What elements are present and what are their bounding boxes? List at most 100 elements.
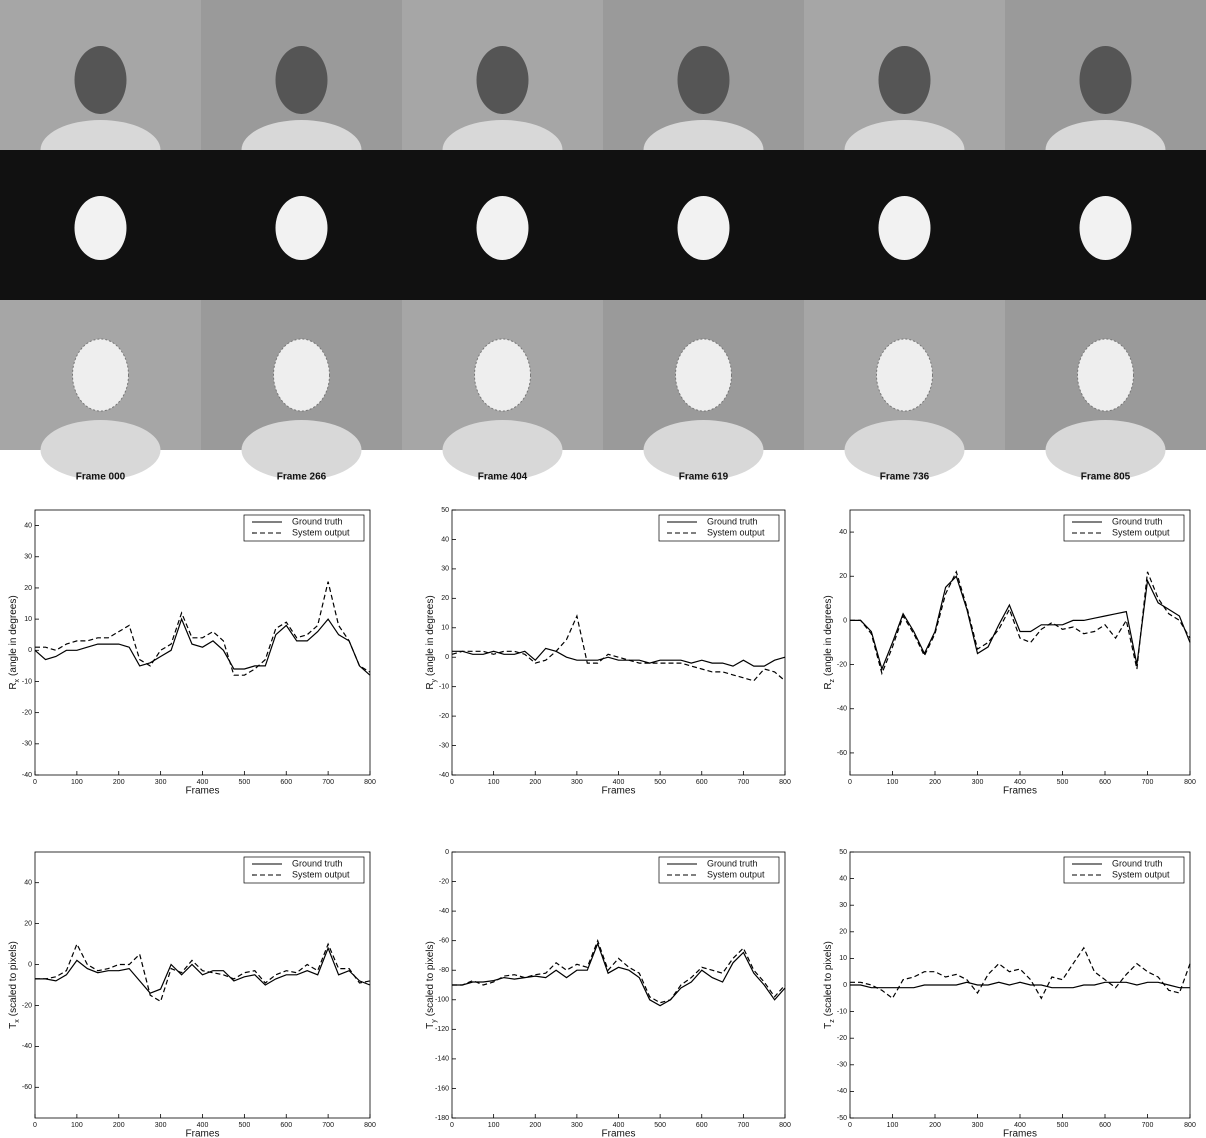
y-axis-subscript: z	[829, 1019, 836, 1023]
x-tick-label: 100	[71, 1122, 83, 1129]
x-tick-label: 500	[1057, 779, 1069, 786]
x-tick-label: 500	[239, 1122, 251, 1129]
x-tick-label: 200	[929, 779, 941, 786]
face-mesh	[475, 339, 531, 411]
data-line	[850, 572, 1190, 674]
frame-label: Frame 404	[478, 472, 528, 483]
x-tick-label: 800	[1184, 1122, 1196, 1129]
x-tick-label: 800	[779, 1122, 791, 1129]
y-tick-label: 0	[843, 982, 847, 989]
y-tick-label: -140	[435, 1056, 449, 1063]
y-axis-title: Rx(angle in degrees)	[8, 595, 21, 689]
y-axis-subscript: y	[431, 1019, 438, 1023]
x-tick-label: 100	[71, 779, 83, 786]
x-tick-label: 600	[1099, 779, 1111, 786]
x-tick-label: 0	[33, 1122, 37, 1129]
chart: 0100200300400500600700800-180-160-140-12…	[425, 849, 791, 1138]
data-line	[452, 944, 785, 1006]
x-tick-label: 600	[280, 779, 292, 786]
x-axis-title: Frames	[602, 1129, 636, 1138]
skin-mask	[879, 196, 931, 260]
x-axis-title: Frames	[1003, 1129, 1037, 1138]
y-tick-label: 10	[441, 625, 449, 632]
x-tick-label: 500	[654, 779, 666, 786]
y-tick-label: 0	[28, 961, 32, 968]
plot-frame	[452, 510, 785, 775]
x-tick-label: 600	[696, 779, 708, 786]
legend-label: Ground truth	[1112, 858, 1163, 868]
plot-frame	[35, 510, 370, 775]
x-tick-label: 600	[280, 1122, 292, 1129]
photo-strip	[0, 0, 1206, 480]
y-axis-unit: (scaled to pixels)	[8, 941, 19, 1016]
y-tick-label: -10	[837, 1008, 847, 1015]
y-tick-label: 20	[24, 585, 32, 592]
y-tick-label: -80	[439, 967, 449, 974]
x-tick-label: 0	[450, 1122, 454, 1129]
x-tick-label: 500	[239, 779, 251, 786]
y-tick-label: 10	[24, 616, 32, 623]
y-axis-subscript: y	[431, 678, 438, 682]
y-tick-label: -40	[439, 908, 449, 915]
y-tick-label: -160	[435, 1085, 449, 1092]
y-tick-label: 40	[441, 536, 449, 543]
x-tick-label: 300	[155, 1122, 167, 1129]
face-mesh	[1078, 339, 1134, 411]
y-axis-symbol: R	[823, 682, 834, 689]
y-axis-symbol: R	[8, 682, 19, 689]
y-tick-label: -60	[439, 938, 449, 945]
head	[477, 46, 529, 114]
frame-label: Frame 266	[277, 472, 327, 483]
x-tick-label: 200	[529, 779, 541, 786]
y-axis-unit: (scaled to pixels)	[823, 941, 834, 1016]
y-axis-subscript: z	[829, 678, 836, 682]
frame-label: Frame 619	[679, 472, 729, 483]
legend-label: Ground truth	[1112, 516, 1163, 526]
y-tick-label: -10	[439, 684, 449, 691]
x-tick-label: 700	[322, 1122, 334, 1129]
head	[75, 46, 127, 114]
legend-label: System output	[292, 527, 350, 537]
skin-mask	[477, 196, 529, 260]
y-tick-label: 10	[839, 955, 847, 962]
x-tick-label: 100	[488, 779, 500, 786]
x-tick-label: 0	[848, 1122, 852, 1129]
x-tick-label: 700	[1142, 1122, 1154, 1129]
frame-label: Frame 805	[1081, 472, 1131, 483]
x-tick-label: 300	[571, 1122, 583, 1129]
y-axis-title: Rz(angle in degrees)	[823, 595, 836, 689]
y-axis-title: Tx(scaled to pixels)	[8, 941, 21, 1029]
face-mesh	[877, 339, 933, 411]
y-axis-symbol: R	[425, 682, 436, 689]
y-axis-unit: (angle in degrees)	[8, 595, 19, 676]
y-tick-label: 30	[441, 566, 449, 573]
legend-label: System output	[1112, 869, 1170, 879]
legend-label: Ground truth	[292, 858, 343, 868]
figure: Frame 000Frame 266Frame 404Frame 619Fram…	[0, 0, 1206, 1138]
x-axis-title: Frames	[186, 786, 220, 797]
x-axis-title: Frames	[1003, 786, 1037, 797]
legend-label: System output	[1112, 527, 1170, 537]
x-tick-label: 600	[696, 1122, 708, 1129]
legend-label: Ground truth	[707, 858, 758, 868]
y-tick-label: 20	[839, 929, 847, 936]
y-tick-label: -100	[435, 997, 449, 1004]
y-tick-label: -40	[837, 706, 847, 713]
data-line	[35, 619, 370, 675]
y-tick-label: -30	[439, 742, 449, 749]
face-mesh	[73, 339, 129, 411]
x-tick-label: 800	[779, 779, 791, 786]
y-axis-subscript: x	[14, 1019, 21, 1023]
x-tick-label: 100	[887, 779, 899, 786]
skin-mask	[1080, 196, 1132, 260]
y-tick-label: 50	[441, 507, 449, 514]
y-axis-title: Ty(scaled to pixels)	[425, 941, 438, 1029]
legend-label: System output	[707, 527, 765, 537]
x-tick-label: 0	[450, 779, 454, 786]
y-tick-label: 0	[445, 849, 449, 856]
y-tick-label: -20	[22, 1002, 32, 1009]
data-line	[850, 948, 1190, 999]
y-tick-label: -20	[837, 1035, 847, 1042]
